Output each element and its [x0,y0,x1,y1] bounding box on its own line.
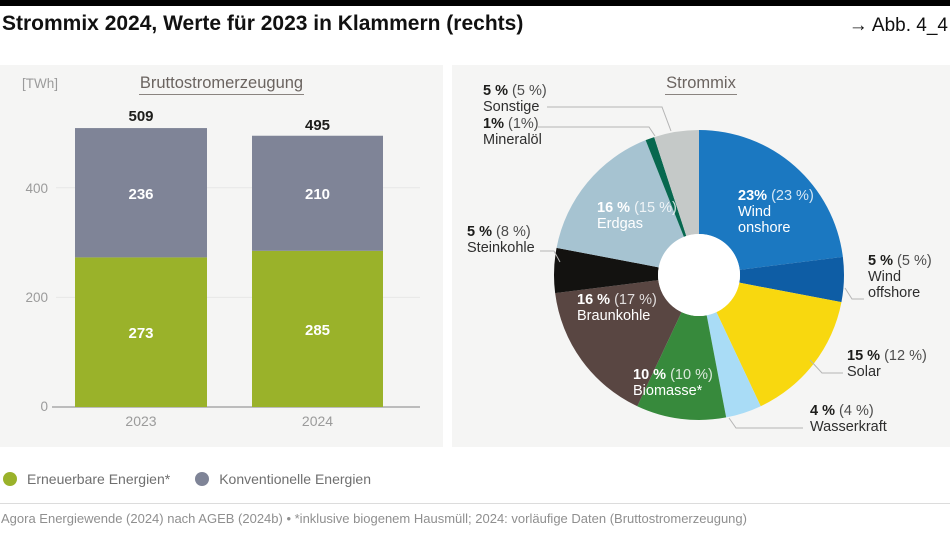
pie-label-erdgas: 16 % (15 %) Erdgas [597,200,677,232]
pie-prev-value: (12 %) [884,348,927,364]
pie-slice-name: Wind onshore [738,204,791,236]
legend-item-conventional: Konventionelle Energien [195,471,371,487]
pie-prev-value: (5 %) [897,253,932,269]
pie-slice-name: Braunkohle [577,308,651,324]
bar-segment-value-renewable-2024: 285 [304,322,331,339]
pie-label-braunkohle: 16 % (17 %) Braunkohle [577,292,657,324]
x-category-2024: 2024 [301,413,334,429]
bar-chart-title: Bruttostromerzeugung [0,74,443,95]
pie-prev-value: (23 %) [771,188,814,204]
pie-label-sonstige: 5 % (5 %) Sonstige [483,83,547,115]
pie-label-wasserkraft: 4 % (4 %) Wasserkraft [810,403,887,435]
pie-label-biomasse: 10 % (10 %) Biomasse* [633,367,713,399]
pie-value: 10 % [633,367,667,383]
source-note: Agora Energiewende (2024) nach AGEB (202… [1,511,747,526]
pie-label-steinkohle: 5 % (8 %) Steinkohle [467,224,535,256]
pie-slice-name: Sonstige [483,99,540,115]
bar-segment-value-conventional-2023: 236 [128,186,154,203]
y-tick-200: 200 [25,290,48,305]
pie-slice-name: Mineralöl [483,132,542,148]
pie-value: 23% [738,188,768,204]
legend: Erneuerbare Energien* Konventionelle Ene… [3,471,371,487]
pie-prev-value: (5 %) [512,83,547,99]
pie-value: 5 % [467,224,492,240]
pie-value: 5 % [483,83,508,99]
pie-prev-value: (8 %) [496,224,531,240]
pie-slice-name: Solar [847,364,881,380]
figure-reference-link[interactable]: → Abb. 4_4 [848,15,948,36]
bar-segment-value-renewable-2023: 273 [128,325,154,342]
pie-value: 1% [483,116,504,132]
y-axis-unit-label: [TWh] [22,76,58,91]
pie-value: 4 % [810,403,835,419]
y-tick-400: 400 [25,181,48,196]
pie-label-mineraloel: 1% (1%) Mineralöl [483,116,542,148]
pie-value: 16 % [597,200,631,216]
legend-item-renewable: Erneuerbare Energien* [3,471,170,487]
figure-title: Strommix 2024, Werte für 2023 in Klammer… [2,12,524,35]
pie-slice-name: Biomasse* [633,383,703,399]
pie-chart-title: Strommix [452,74,950,95]
pie-label-wind-offshore: 5 % (5 %) Wind offshore [868,253,932,301]
x-category-2023: 2023 [125,413,157,429]
pie-label-solar: 15 % (12 %) Solar [847,348,927,380]
pie-prev-value: (10 %) [670,367,713,383]
pie-prev-value: (15 %) [634,200,677,216]
pie-label-wind-onshore: 23% (23 %) Wind onshore [738,188,814,236]
pie-prev-value: (4 %) [839,403,874,419]
top-accent-bar [0,0,950,6]
pie-value: 15 % [847,348,881,364]
pie-slice-name: Wasserkraft [810,419,887,435]
legend-label: Konventionelle Energien [219,471,371,487]
footer-divider [0,503,950,504]
pie-prev-value: (17 %) [614,292,657,308]
pie-prev-value: (1%) [508,116,539,132]
pie-value: 5 % [868,253,893,269]
bar-total-2024: 495 [304,117,331,134]
pie-value: 16 % [577,292,611,308]
legend-label: Erneuerbare Energien* [27,471,171,487]
pie-slice-name: Erdgas [597,216,643,232]
y-tick-0: 0 [40,399,48,414]
renewable-legend-dot-icon [3,472,17,486]
bar-total-2023: 509 [128,108,154,125]
conventional-legend-dot-icon [195,472,210,486]
bar-segment-value-conventional-2024: 210 [304,186,331,203]
pie-slice-name: Steinkohle [467,240,535,256]
pie-slice-name: Wind offshore [868,269,921,301]
